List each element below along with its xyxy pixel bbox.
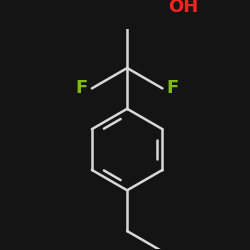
Text: F: F	[75, 80, 88, 98]
Text: OH: OH	[168, 0, 198, 16]
Text: F: F	[167, 80, 179, 98]
